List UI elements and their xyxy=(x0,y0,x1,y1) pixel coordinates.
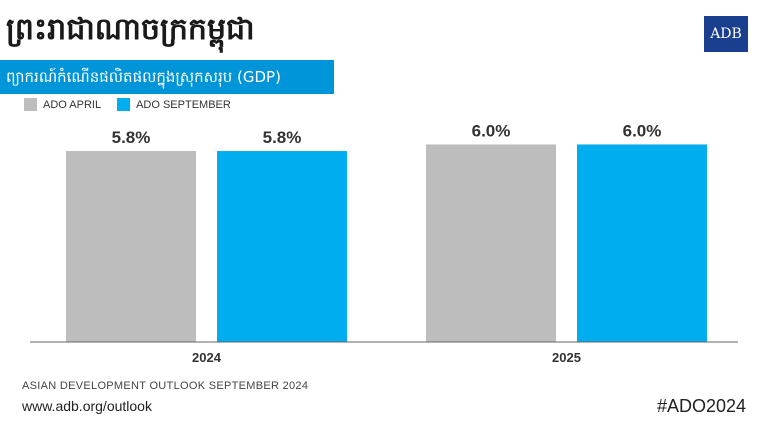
legend-swatch-ado-april xyxy=(24,98,37,111)
data-label-2024-ado-april: 5.8% xyxy=(112,128,151,147)
data-label-2024-ado-september: 5.8% xyxy=(263,128,302,147)
legend-item-ado-april: ADO APRIL xyxy=(24,98,101,111)
legend-item-ado-september: ADO SEPTEMBER xyxy=(117,98,231,111)
hashtag: #ADO2024 xyxy=(656,396,746,416)
bar-2024-ado-april xyxy=(66,151,196,342)
x-tick-label-2024: 2024 xyxy=(192,350,222,365)
data-label-2025-ado-april: 6.0% xyxy=(472,121,511,140)
chart-subtitle: ព្យាករណ៍កំណើនផលិតផលក្នុងស្រុកសរុប (GDP) xyxy=(0,60,334,94)
legend-swatch-ado-september xyxy=(117,98,131,111)
bar-2025-ado-april xyxy=(426,144,556,342)
country-title: ព្រះរាជាណាចក្រកម្ពុជា xyxy=(6,12,255,47)
bar-2025-ado-september xyxy=(577,144,707,342)
adb-logo: ADB xyxy=(704,16,748,52)
bar-chart: 5.8% 5.8% 2024 6.0% 6.0% 2025 xyxy=(30,121,738,365)
x-tick-label-2025: 2025 xyxy=(552,350,581,365)
source-link[interactable]: www.adb.org/outlook xyxy=(22,398,152,414)
chart-legend: ADO APRIL ADO SEPTEMBER xyxy=(24,98,247,111)
bar-2024-ado-september xyxy=(217,151,347,342)
source-note: ASIAN DEVELOPMENT OUTLOOK SEPTEMBER 2024 xyxy=(22,380,309,392)
data-label-2025-ado-september: 6.0% xyxy=(623,121,662,140)
legend-label-ado-april: ADO APRIL xyxy=(43,98,102,111)
legend-label-ado-september: ADO SEPTEMBER xyxy=(136,98,231,111)
